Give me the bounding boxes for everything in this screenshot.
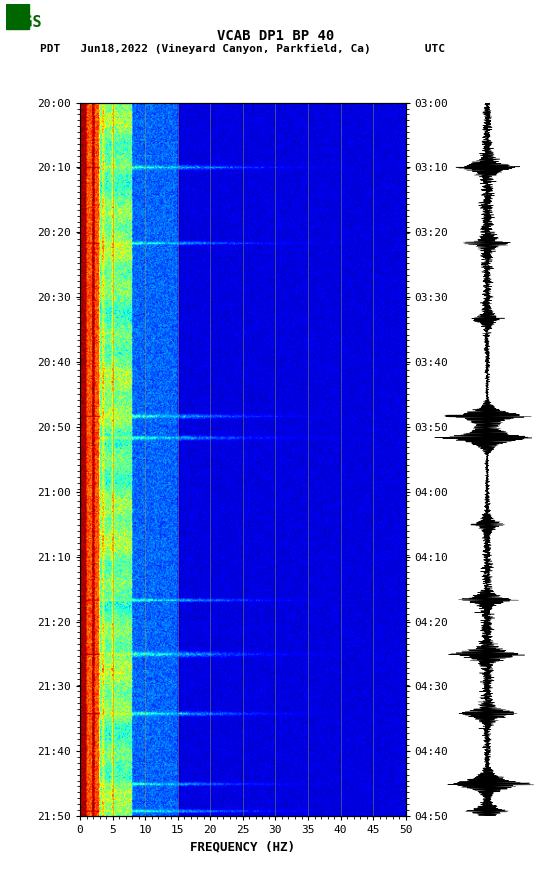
X-axis label: FREQUENCY (HZ): FREQUENCY (HZ) [190, 841, 295, 854]
Text: PDT   Jun18,2022 (Vineyard Canyon, Parkfield, Ca)        UTC: PDT Jun18,2022 (Vineyard Canyon, Parkfie… [40, 44, 445, 54]
Text: USGS: USGS [6, 15, 42, 29]
Bar [6, 4, 29, 29]
Text: VCAB DP1 BP 40: VCAB DP1 BP 40 [217, 29, 335, 43]
